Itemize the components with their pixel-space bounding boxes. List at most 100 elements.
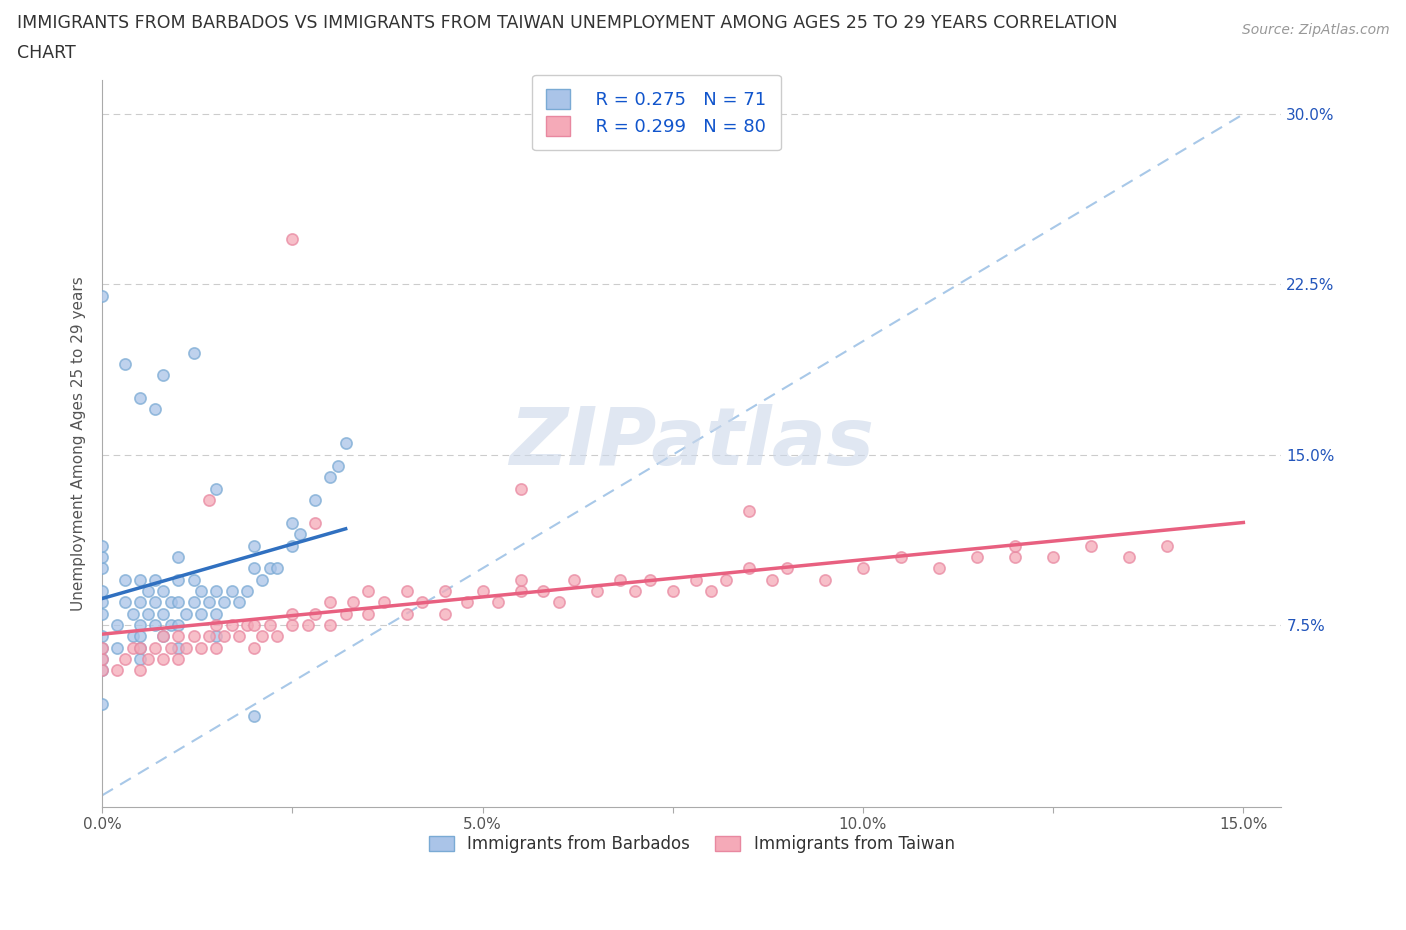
Point <box>662 583 685 598</box>
Point <box>114 356 136 371</box>
Point <box>250 572 273 587</box>
Point <box>288 526 311 541</box>
Point <box>281 606 304 621</box>
Point <box>91 538 114 553</box>
Point <box>228 629 250 644</box>
Point <box>533 583 555 598</box>
Point <box>145 618 167 632</box>
Point <box>890 550 912 565</box>
Point <box>152 629 174 644</box>
Point <box>236 618 259 632</box>
Point <box>197 595 219 610</box>
Point <box>212 629 235 644</box>
Point <box>685 572 707 587</box>
Point <box>205 629 228 644</box>
Point <box>243 709 266 724</box>
Point <box>129 391 152 405</box>
Point <box>714 572 737 587</box>
Point <box>129 629 152 644</box>
Point <box>129 618 152 632</box>
Point <box>159 618 181 632</box>
Point <box>167 595 190 610</box>
Point <box>304 493 326 508</box>
Point <box>547 595 569 610</box>
Point <box>562 572 585 587</box>
Point <box>129 640 152 655</box>
Point <box>167 629 190 644</box>
Point <box>319 618 342 632</box>
Point <box>281 538 304 553</box>
Point <box>129 663 152 678</box>
Point <box>107 663 129 678</box>
Point <box>266 629 288 644</box>
Y-axis label: Unemployment Among Ages 25 to 29 years: Unemployment Among Ages 25 to 29 years <box>72 276 86 611</box>
Point <box>243 538 266 553</box>
Point <box>91 663 114 678</box>
Point <box>297 618 319 632</box>
Point <box>335 606 357 621</box>
Point <box>121 606 143 621</box>
Point <box>243 561 266 576</box>
Point <box>107 640 129 655</box>
Point <box>373 595 395 610</box>
Point <box>738 561 761 576</box>
Point <box>281 232 304 246</box>
Point <box>212 595 235 610</box>
Point <box>304 606 326 621</box>
Point <box>928 561 950 576</box>
Point <box>129 572 152 587</box>
Point <box>91 595 114 610</box>
Point <box>190 640 212 655</box>
Point <box>174 606 197 621</box>
Point <box>776 561 799 576</box>
Point <box>585 583 607 598</box>
Point <box>326 458 349 473</box>
Point <box>121 640 143 655</box>
Point <box>638 572 661 587</box>
Point <box>433 583 456 598</box>
Point <box>91 583 114 598</box>
Point <box>259 618 281 632</box>
Point <box>183 345 205 360</box>
Point <box>183 572 205 587</box>
Point <box>852 561 875 576</box>
Point <box>319 470 342 485</box>
Point <box>121 629 143 644</box>
Point <box>236 583 259 598</box>
Text: CHART: CHART <box>17 44 76 61</box>
Point <box>456 595 478 610</box>
Point <box>243 618 266 632</box>
Point <box>145 402 167 417</box>
Point <box>91 663 114 678</box>
Point <box>243 640 266 655</box>
Point <box>129 652 152 667</box>
Point <box>205 583 228 598</box>
Point <box>167 550 190 565</box>
Point <box>91 288 114 303</box>
Point <box>114 572 136 587</box>
Point <box>205 618 228 632</box>
Point <box>152 606 174 621</box>
Point <box>1042 550 1064 565</box>
Point <box>395 583 418 598</box>
Point <box>167 618 190 632</box>
Point <box>91 640 114 655</box>
Point <box>145 595 167 610</box>
Text: ZIPatlas: ZIPatlas <box>509 405 875 483</box>
Point <box>91 629 114 644</box>
Point <box>205 482 228 497</box>
Point <box>228 595 250 610</box>
Point <box>152 583 174 598</box>
Point <box>114 652 136 667</box>
Point <box>174 640 197 655</box>
Point <box>814 572 837 587</box>
Point <box>281 515 304 530</box>
Point <box>1156 538 1178 553</box>
Text: IMMIGRANTS FROM BARBADOS VS IMMIGRANTS FROM TAIWAN UNEMPLOYMENT AMONG AGES 25 TO: IMMIGRANTS FROM BARBADOS VS IMMIGRANTS F… <box>17 14 1118 32</box>
Point <box>433 606 456 621</box>
Point <box>357 583 380 598</box>
Point <box>205 606 228 621</box>
Point <box>190 606 212 621</box>
Point <box>357 606 380 621</box>
Legend: Immigrants from Barbados, Immigrants from Taiwan: Immigrants from Barbados, Immigrants fro… <box>422 829 962 860</box>
